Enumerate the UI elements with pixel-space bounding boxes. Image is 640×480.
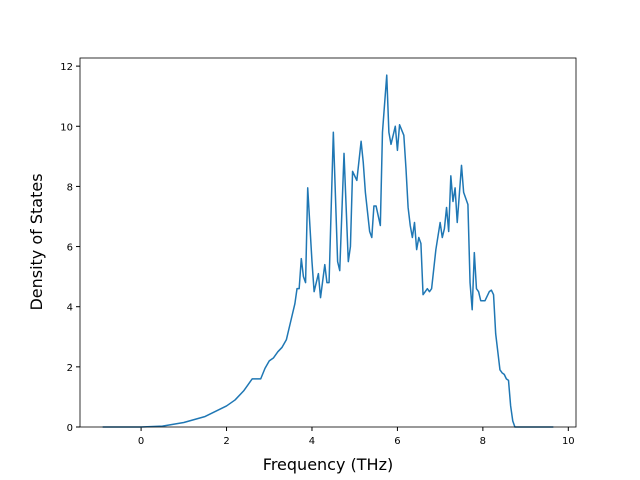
plot-frame <box>79 57 577 428</box>
y-tick-label: 8 <box>67 182 73 193</box>
x-tick-label: 10 <box>562 436 575 447</box>
y-axis-label: Density of States <box>27 173 46 310</box>
y-tick-label: 4 <box>67 303 73 314</box>
y-tick-label: 0 <box>67 423 73 434</box>
x-tick-label: 6 <box>394 436 400 447</box>
y-tick-label: 2 <box>67 363 73 374</box>
x-tick-label: 0 <box>138 436 144 447</box>
y-tick-label: 6 <box>67 243 73 254</box>
x-tick-label: 2 <box>223 436 229 447</box>
y-tick-label: 10 <box>60 122 73 133</box>
x-axis-label: Frequency (THz) <box>263 455 393 474</box>
x-tick-label: 4 <box>309 436 315 447</box>
y-tick-label: 12 <box>60 62 73 73</box>
x-tick-label: 8 <box>480 436 486 447</box>
line-series <box>102 74 554 428</box>
